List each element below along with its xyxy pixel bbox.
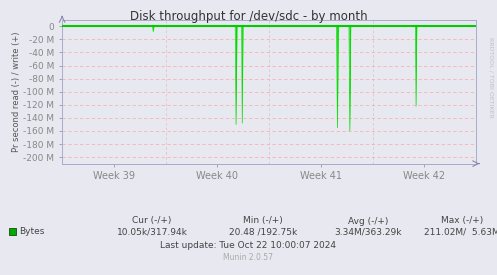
Bar [9, 228, 16, 235]
Text: Cur (-/+): Cur (-/+) [132, 216, 171, 226]
Text: Min (-/+): Min (-/+) [243, 216, 283, 226]
Text: 3.34M/363.29k: 3.34M/363.29k [334, 227, 402, 236]
Y-axis label: Pr second read (-) / write (+): Pr second read (-) / write (+) [11, 31, 20, 152]
Text: 211.02M/  5.63M: 211.02M/ 5.63M [424, 227, 497, 236]
Text: Avg (-/+): Avg (-/+) [348, 216, 388, 226]
Text: Bytes: Bytes [19, 227, 44, 235]
Text: Munin 2.0.57: Munin 2.0.57 [223, 254, 273, 263]
Text: RRDTOOL / TOBI OETIKER: RRDTOOL / TOBI OETIKER [489, 37, 494, 117]
Text: 20.48 /192.75k: 20.48 /192.75k [229, 227, 297, 236]
Text: Disk throughput for /dev/sdc - by month: Disk throughput for /dev/sdc - by month [130, 10, 367, 23]
Text: 10.05k/317.94k: 10.05k/317.94k [117, 227, 187, 236]
Text: Max (-/+): Max (-/+) [441, 216, 483, 226]
Text: Last update: Tue Oct 22 10:00:07 2024: Last update: Tue Oct 22 10:00:07 2024 [160, 241, 336, 249]
